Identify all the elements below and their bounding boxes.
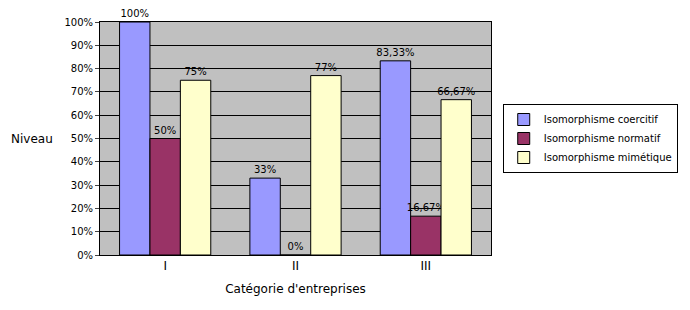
svg-text:Isomorphisme coercitif: Isomorphisme coercitif [544,114,659,125]
svg-text:16,67%: 16,67% [407,202,445,213]
svg-text:40%: 40% [71,156,93,167]
svg-text:III: III [421,259,432,273]
svg-text:50%: 50% [154,125,176,136]
svg-text:30%: 30% [71,180,93,191]
svg-text:83,33%: 83,33% [376,47,414,58]
svg-text:20%: 20% [71,203,93,214]
svg-text:Isomorphisme mimétique: Isomorphisme mimétique [544,152,672,163]
svg-text:Isomorphisme normatif: Isomorphisme normatif [544,133,661,144]
svg-text:II: II [292,259,299,273]
svg-text:100%: 100% [64,17,93,28]
svg-text:100%: 100% [120,8,149,19]
svg-text:80%: 80% [71,63,93,74]
svg-text:0%: 0% [288,241,304,252]
svg-text:50%: 50% [71,133,93,144]
svg-text:Catégorie d'entreprises: Catégorie d'entreprises [225,282,366,296]
svg-text:77%: 77% [315,62,337,73]
svg-text:33%: 33% [254,164,276,175]
svg-text:90%: 90% [71,40,93,51]
svg-text:Niveau: Niveau [11,132,53,146]
svg-text:70%: 70% [71,86,93,97]
svg-text:66,67%: 66,67% [437,86,475,97]
svg-text:10%: 10% [71,226,93,237]
svg-text:75%: 75% [184,66,206,77]
svg-text:0%: 0% [77,250,93,261]
svg-text:I: I [163,259,167,273]
svg-text:60%: 60% [71,110,93,121]
